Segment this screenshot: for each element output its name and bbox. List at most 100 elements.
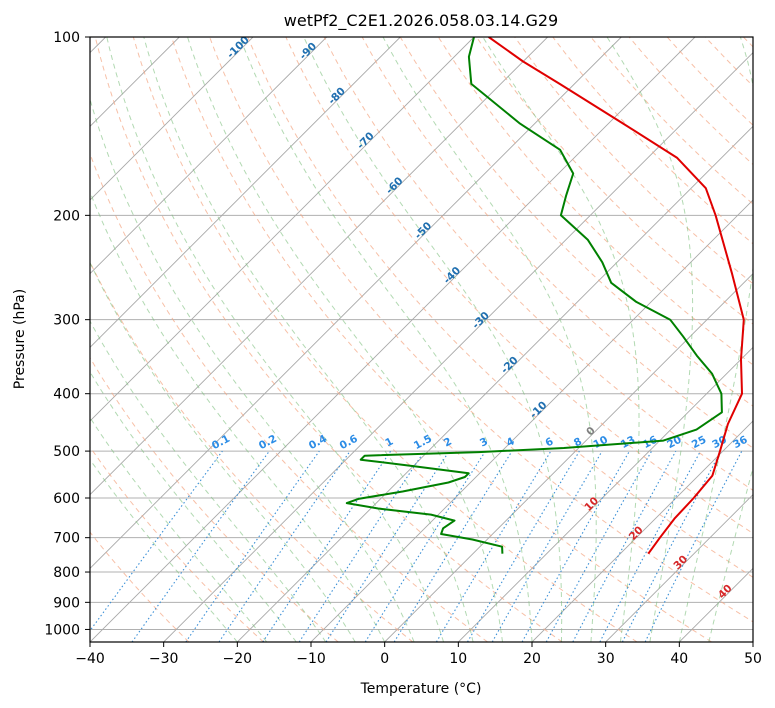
- axes: −40 −30 −20 −10 0 10 20 30 40 5010020030040050060…: [44, 30, 762, 667]
- moist-adiabat-line: [382, 37, 597, 642]
- moist-adiabat-line: [106, 37, 445, 642]
- x-tick-label: 40: [670, 651, 688, 667]
- y-tick-label: 800: [53, 565, 80, 581]
- isotherm-line: [310, 199, 753, 642]
- isotherm-line: [679, 567, 753, 642]
- y-axis-title: Pressure (hPa): [12, 289, 28, 389]
- x-tick-label: −10: [296, 651, 326, 667]
- y-tick-label: 200: [53, 208, 80, 224]
- isotherm-line: [90, 37, 254, 201]
- dry-adiabat-line: [628, 37, 753, 166]
- isotherm-label: -50: [412, 220, 434, 242]
- x-tick-label: 0: [380, 651, 389, 667]
- isotherm-line: [605, 494, 753, 642]
- mixing-ratio-label: 2: [442, 435, 454, 449]
- isotherm-label: -20: [499, 354, 521, 376]
- mixing-ratio-line: [131, 450, 270, 642]
- dry-adiabat-line: [514, 37, 753, 285]
- dry-adiabat-line: [742, 37, 753, 48]
- y-tick-label: 900: [53, 595, 80, 611]
- mixing-ratio-line: [185, 450, 320, 642]
- isotherm-label: 40: [716, 582, 735, 601]
- y-tick-label: 300: [53, 313, 80, 329]
- mixing-ratio-line: [218, 450, 351, 642]
- temperature-profile-line: [488, 37, 745, 555]
- mixing-ratio-line: [364, 450, 486, 642]
- chart-title: wetPf2_C2E1.2026.058.03.14.G29: [284, 11, 558, 31]
- dry-adiabat-line: [552, 37, 753, 245]
- mixing-ratio-line: [545, 450, 653, 642]
- y-tick-label: 1000: [44, 622, 80, 638]
- x-tick-label: 30: [597, 651, 615, 667]
- mixing-ratio-line: [393, 450, 513, 642]
- dry-adiabat-line: [437, 37, 753, 366]
- moist-adiabat-line: [143, 37, 474, 642]
- isotherm-label: -90: [297, 40, 319, 62]
- mixing-ratio-line: [644, 450, 743, 642]
- moist-adiabat-line: [187, 37, 503, 642]
- isotherm-label: -10: [528, 399, 550, 421]
- y-tick-label: 100: [53, 30, 80, 46]
- y-tick-label: 400: [53, 387, 80, 403]
- x-tick-label: −40: [75, 651, 105, 667]
- moist-adiabat-line: [239, 37, 533, 642]
- dry-adiabat-line: [590, 37, 753, 205]
- dry-adiabat-line: [90, 152, 488, 642]
- isotherm-label: 30: [671, 553, 690, 572]
- x-tick-label: 50: [744, 651, 762, 667]
- mixing-ratio-line: [521, 450, 630, 642]
- profile-series: [345, 37, 745, 555]
- x-tick-label: 10: [449, 651, 467, 667]
- dewpoint-profile-line: [345, 37, 723, 554]
- mixing-ratio-label: 3: [478, 435, 490, 449]
- isotherm-line: [384, 273, 753, 642]
- isotherm-label: -60: [384, 175, 406, 197]
- dry-adiabat-line: [285, 37, 753, 535]
- mixing-ratio-line: [572, 450, 677, 642]
- dry-adiabat-line: [90, 356, 339, 642]
- isotherm-label: 0: [584, 425, 598, 439]
- moist-adiabat-line: [90, 458, 238, 642]
- isotherm-line: [458, 346, 753, 642]
- moist-adiabat-line: [90, 261, 356, 642]
- moist-adiabat-line: [303, 37, 563, 642]
- isotherm-line: [90, 37, 475, 422]
- dry-adiabat-line: [399, 37, 753, 407]
- mixing-ratio-label: 6: [543, 435, 555, 449]
- mixing-ratio-label: 30: [710, 434, 729, 451]
- moist-adiabat-line: [90, 370, 297, 642]
- moist-adiabat-line: [482, 37, 640, 642]
- dry-adiabat-line: [132, 37, 638, 642]
- dry-adiabat-line: [90, 531, 190, 642]
- mixing-ratio-line: [90, 450, 223, 632]
- y-tick-label: 500: [53, 444, 80, 460]
- dry-adiabat-line: [475, 37, 753, 325]
- moist-adiabat-line: [90, 416, 268, 642]
- isotherm-line: [163, 52, 753, 642]
- mixing-ratio-label: 36: [731, 434, 750, 451]
- dry-adiabat-line: [90, 260, 414, 642]
- plot-frame: [89, 36, 754, 643]
- isotherm-line: [531, 420, 753, 642]
- mixing-ratio-line: [262, 450, 392, 642]
- x-tick-label: −20: [223, 651, 253, 667]
- background-lines: [90, 37, 753, 642]
- mixing-ratio-line: [325, 450, 450, 642]
- isotherm-label: -40: [441, 265, 463, 287]
- mixing-ratio-label: 1: [383, 435, 395, 449]
- y-tick-label: 700: [53, 531, 80, 547]
- isotherm-line: [90, 37, 696, 642]
- mixing-ratio-line: [467, 450, 580, 642]
- moist-adiabat-line: [90, 190, 386, 642]
- x-tick-label: −30: [149, 651, 179, 667]
- y-tick-label: 600: [53, 491, 80, 507]
- dry-adiabat-line: [170, 37, 712, 642]
- dry-adiabat-line: [704, 37, 753, 87]
- dry-adiabat-line: [209, 37, 753, 623]
- mixing-ratio-label: 0.4: [307, 433, 329, 452]
- isotherm-line: [90, 37, 401, 348]
- isotherm-label: -70: [355, 130, 377, 152]
- dry-adiabat-line: [247, 37, 753, 578]
